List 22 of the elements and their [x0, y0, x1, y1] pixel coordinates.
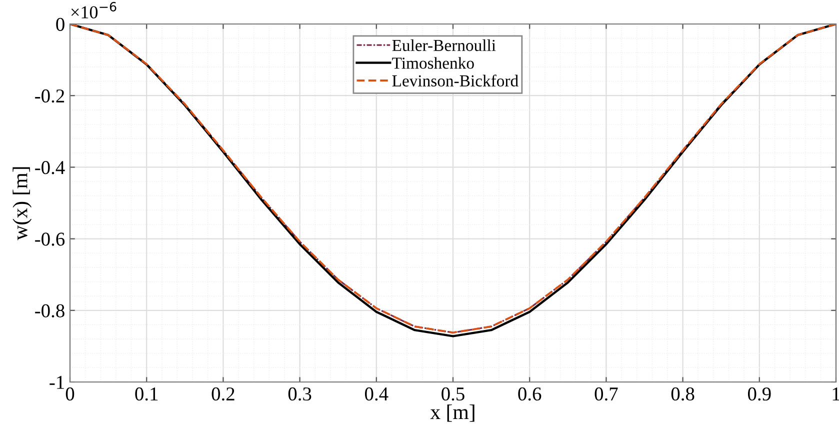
y-tick-label: 0 — [56, 18, 64, 31]
y-tick-label: -1 — [50, 376, 64, 389]
x-tick-label: 0.6 — [518, 387, 542, 401]
legend-label: Levinson-Bickford — [392, 74, 518, 87]
y-axis-title: w(x) [m] — [12, 167, 32, 240]
x-axis-title: x [m] — [430, 404, 474, 422]
text: ×10$^{−6}$ — [71, 2, 116, 18]
x-tick-label: 0 — [66, 387, 74, 401]
x-tick-label: 0.9 — [748, 387, 771, 401]
x-tick-label: 0.7 — [594, 387, 618, 401]
x-tick-label: 0.3 — [288, 387, 312, 401]
x-tick-label: 0.5 — [442, 387, 464, 401]
x-tick-label: 0.1 — [135, 387, 158, 401]
legend-label: Euler-Bernoulli — [392, 39, 496, 52]
x-tick-label: 0.4 — [364, 387, 388, 401]
y-tick-label: -0.2 — [35, 89, 64, 103]
x-tick-label: 0.2 — [212, 387, 234, 401]
x-tick-label: 0.8 — [671, 387, 694, 401]
y-tick-label: -0.8 — [35, 304, 64, 318]
legend-label: Timoshenko — [392, 57, 474, 69]
y-tick-label: -0.6 — [35, 232, 65, 246]
y-tick-label: -0.4 — [35, 161, 65, 174]
